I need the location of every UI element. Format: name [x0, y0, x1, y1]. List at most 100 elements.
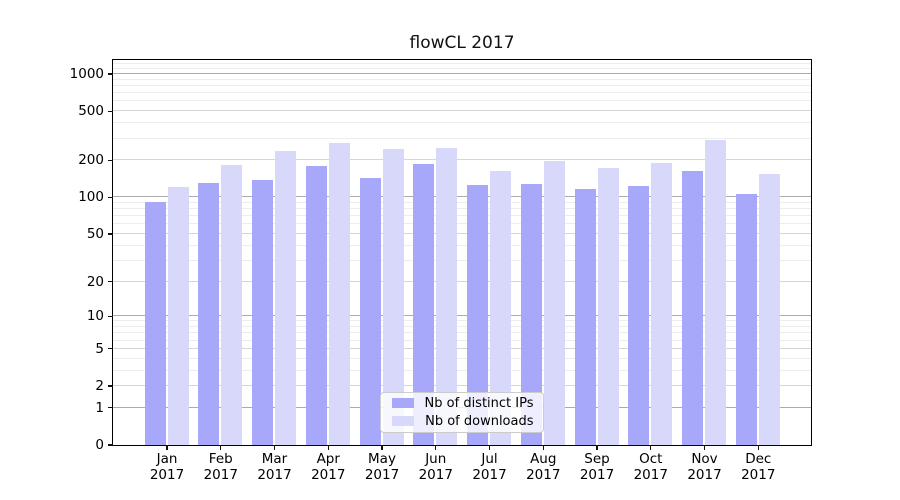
gridline-8 — [112, 326, 811, 328]
gridline-500 — [112, 110, 811, 112]
x-tick-mark — [327, 445, 329, 450]
x-tick-label-feb: Feb 2017 — [203, 451, 238, 483]
gridline-40 — [112, 244, 811, 246]
y-tick-mark — [108, 407, 113, 409]
gridline-60 — [112, 223, 811, 225]
bar-ips-nov — [682, 171, 703, 445]
y-tick-label: 200 — [78, 152, 104, 169]
gridline-1000 — [112, 73, 811, 75]
y-tick-label: 5 — [95, 340, 104, 357]
gridline-200 — [112, 159, 811, 161]
x-tick-mark — [166, 445, 168, 450]
plot-area: Nb of distinct IPs Nb of downloads — [111, 58, 812, 446]
y-tick-mark — [108, 110, 113, 112]
legend-label: Nb of distinct IPs — [424, 395, 534, 411]
gridline-3 — [112, 369, 811, 371]
bar-ips-sep — [574, 189, 596, 445]
gridline-300 — [112, 137, 811, 139]
y-tick-mark — [108, 348, 113, 350]
gridline-800 — [112, 85, 811, 87]
bar-downloads-aug — [543, 161, 565, 445]
bar-ips-dec — [735, 194, 757, 445]
gridline-70 — [112, 215, 811, 217]
x-tick-mark — [542, 445, 544, 450]
legend-swatch-downloads — [391, 415, 415, 427]
gridline-50 — [112, 232, 811, 234]
gridline-400 — [112, 122, 811, 124]
x-tick-label-jun: Jun 2017 — [418, 451, 453, 483]
bar-downloads-apr — [328, 142, 350, 445]
gridline-6 — [112, 339, 811, 341]
gridline-30 — [112, 259, 811, 261]
y-tick-mark — [108, 315, 113, 317]
legend-row: Nb of downloads — [390, 413, 534, 429]
gridline-900 — [112, 78, 811, 80]
x-tick-mark — [220, 445, 222, 450]
bar-ips-jan — [144, 202, 166, 445]
y-tick-label: 500 — [78, 103, 104, 120]
gridline-1200 — [112, 63, 811, 65]
x-tick-mark — [757, 445, 759, 450]
y-tick-label: 10 — [86, 308, 104, 325]
x-tick-label-dec: Dec 2017 — [741, 451, 776, 483]
bar-downloads-jun — [436, 148, 458, 445]
x-tick-mark — [381, 445, 383, 450]
bar-ips-feb — [198, 183, 220, 445]
gridline-2 — [112, 385, 811, 387]
gridline-600 — [112, 100, 811, 102]
bar-ips-aug — [520, 184, 542, 445]
legend: Nb of distinct IPs Nb of downloads — [379, 391, 544, 433]
legend-row: Nb of distinct IPs — [390, 395, 534, 411]
x-tick-mark — [488, 445, 491, 450]
gridline-10 — [112, 315, 811, 317]
gridline-7 — [112, 332, 811, 334]
legend-label: Nb of downloads — [425, 413, 534, 429]
y-tick-mark — [108, 233, 113, 235]
y-tick-mark — [108, 73, 113, 75]
bar-downloads-jan — [167, 186, 189, 445]
x-tick-label-oct: Oct 2017 — [633, 451, 668, 483]
y-tick-mark — [108, 385, 113, 387]
gridline-20 — [112, 280, 811, 282]
y-tick-label: 2 — [95, 378, 104, 395]
bar-ips-may — [359, 177, 381, 445]
y-tick-label: 20 — [86, 273, 104, 290]
x-tick-label-may: May 2017 — [364, 451, 400, 483]
bar-ips-jul — [467, 184, 488, 445]
y-tick-label: 1 — [95, 399, 104, 416]
gridline-9 — [112, 320, 811, 322]
bar-downloads-may — [382, 149, 404, 445]
gridline-90 — [112, 201, 811, 203]
gridline-80 — [112, 208, 811, 210]
bar-downloads-sep — [597, 168, 619, 445]
x-tick-mark — [435, 445, 437, 450]
bar-ips-apr — [305, 165, 327, 445]
bar-downloads-oct — [651, 163, 673, 445]
gridline-5 — [112, 347, 811, 349]
x-tick-label-sep: Sep 2017 — [579, 451, 615, 483]
x-tick-label-nov: Nov 2017 — [687, 451, 722, 483]
bar-downloads-mar — [275, 150, 296, 445]
x-tick-label-jan: Jan 2017 — [149, 451, 185, 483]
bar-ips-oct — [628, 185, 650, 445]
x-tick-label-apr: Apr 2017 — [311, 451, 346, 483]
y-tick-label: 50 — [86, 225, 104, 242]
x-tick-mark — [596, 445, 598, 450]
x-tick-mark — [703, 445, 706, 450]
bar-ips-mar — [252, 180, 273, 445]
chart-title: flowCL 2017 — [409, 33, 515, 53]
y-tick-mark — [108, 159, 113, 161]
bar-downloads-jul — [490, 170, 511, 445]
bar-downloads-feb — [221, 165, 243, 445]
x-tick-label-jul: Jul 2017 — [472, 451, 507, 483]
bars-layer — [113, 60, 811, 445]
x-tick-mark — [650, 445, 652, 450]
y-tick-mark — [108, 444, 113, 446]
gridline-1100 — [112, 67, 811, 69]
bar-downloads-dec — [758, 174, 780, 445]
gridline-4 — [112, 357, 811, 359]
gridline-100 — [112, 196, 811, 198]
x-tick-label-aug: Aug 2017 — [526, 451, 561, 483]
x-tick-label-mar: Mar 2017 — [257, 451, 292, 483]
